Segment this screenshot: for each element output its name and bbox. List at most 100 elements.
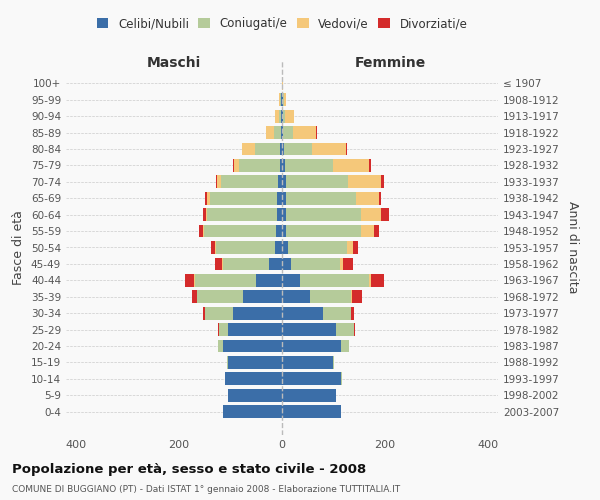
Bar [277,192,282,204]
Bar [361,208,381,221]
Bar [313,142,346,156]
Bar [203,224,205,237]
Bar [282,323,336,336]
Bar [374,224,379,237]
Bar [282,176,286,188]
Bar [282,142,284,156]
Bar [216,176,217,188]
Bar [280,94,281,106]
Bar [266,126,274,139]
Text: Maschi: Maschi [147,56,201,70]
Bar [346,142,347,156]
Bar [282,306,323,320]
Bar [205,224,277,237]
Bar [218,340,223,352]
Bar [282,405,341,418]
Bar [282,340,341,352]
Bar [284,142,313,156]
Bar [205,306,233,320]
Bar [256,274,282,286]
Bar [208,192,210,204]
Bar [208,208,277,221]
Bar [348,176,381,188]
Bar [336,323,354,336]
Bar [282,241,288,254]
Bar [255,142,280,156]
Bar [197,290,244,303]
Bar [211,241,215,254]
Bar [282,372,341,385]
Y-axis label: Anni di nascita: Anni di nascita [566,201,579,294]
Bar [221,176,278,188]
Bar [310,290,352,303]
Bar [334,159,370,172]
Bar [370,274,371,286]
Bar [192,290,197,303]
Bar [215,241,275,254]
Bar [227,356,228,368]
Bar [242,142,255,156]
Bar [370,159,371,172]
Bar [286,224,361,237]
Bar [300,274,370,286]
Bar [341,340,349,352]
Bar [283,110,285,122]
Bar [279,110,281,122]
Bar [223,405,282,418]
Bar [282,389,336,402]
Bar [282,159,284,172]
Bar [286,176,348,188]
Bar [353,241,358,254]
Bar [381,208,389,221]
Bar [379,192,381,204]
Bar [284,159,334,172]
Bar [210,192,277,204]
Bar [205,192,208,204]
Bar [228,323,282,336]
Bar [269,258,282,270]
Bar [280,159,282,172]
Text: COMUNE DI BUGGIANO (PT) - Dati ISTAT 1° gennaio 2008 - Elaborazione TUTTITALIA.I: COMUNE DI BUGGIANO (PT) - Dati ISTAT 1° … [12,485,400,494]
Bar [352,306,354,320]
Bar [233,306,282,320]
Bar [283,94,284,106]
Bar [285,110,295,122]
Bar [323,306,352,320]
Bar [282,258,291,270]
Bar [194,274,256,286]
Bar [291,258,340,270]
Bar [206,208,208,221]
Bar [219,323,228,336]
Bar [239,159,280,172]
Bar [340,258,343,270]
Bar [203,208,206,221]
Bar [282,224,286,237]
Text: Popolazione per età, sesso e stato civile - 2008: Popolazione per età, sesso e stato civil… [12,462,366,475]
Bar [280,142,282,156]
Bar [282,356,334,368]
Bar [244,290,282,303]
Bar [277,224,282,237]
Bar [286,208,361,221]
Bar [203,306,205,320]
Bar [278,176,282,188]
Text: Femmine: Femmine [355,56,425,70]
Bar [282,192,286,204]
Bar [233,159,239,172]
Bar [356,192,379,204]
Bar [282,274,300,286]
Bar [293,126,316,139]
Legend: Celibi/Nubili, Coniugati/e, Vedovi/e, Divorziati/e: Celibi/Nubili, Coniugati/e, Vedovi/e, Di… [97,17,467,30]
Bar [282,208,286,221]
Bar [185,274,194,286]
Bar [282,290,310,303]
Bar [288,241,347,254]
Bar [286,192,356,204]
Bar [347,241,353,254]
Bar [277,208,282,221]
Bar [361,224,374,237]
Bar [284,94,286,106]
Bar [228,389,282,402]
Bar [282,126,283,139]
Bar [275,110,279,122]
